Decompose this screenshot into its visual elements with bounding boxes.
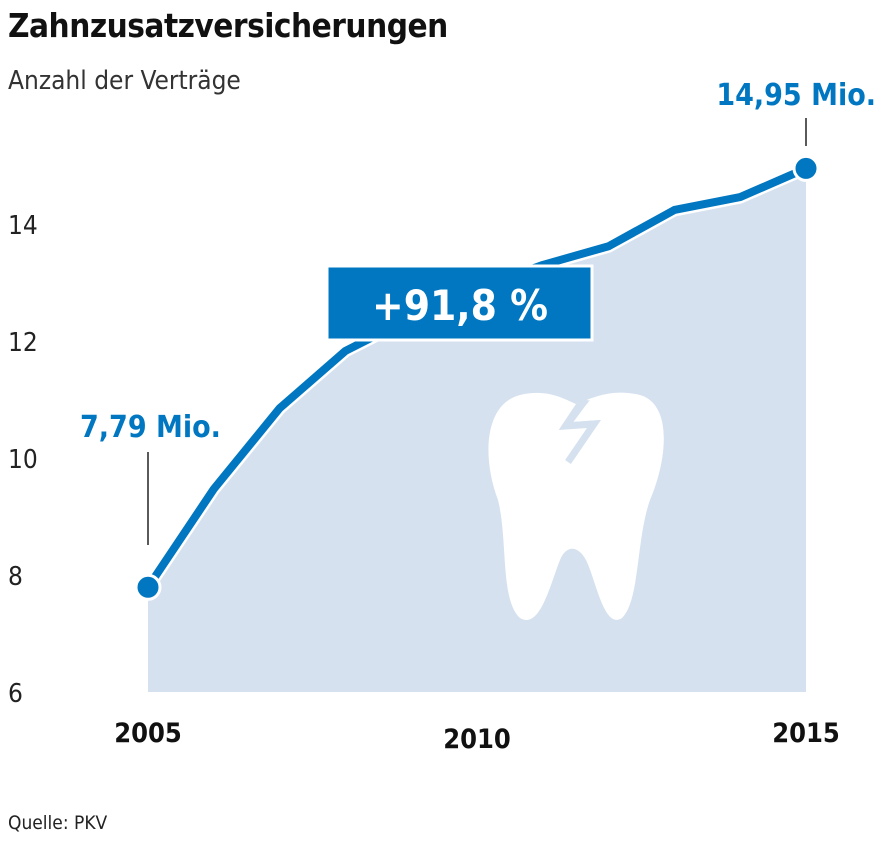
y-tick-label: 12 <box>8 328 38 358</box>
broken-tooth-icon <box>488 392 664 620</box>
y-tick-label: 6 <box>8 679 23 709</box>
change-box <box>325 264 594 342</box>
tooth-crack <box>558 396 601 464</box>
x-tick-label: 2010 <box>443 724 511 755</box>
change-label: +91,8 % <box>372 281 548 330</box>
start-point <box>134 573 162 601</box>
source-note: Quelle: PKV <box>8 812 108 834</box>
area-fill <box>148 168 806 693</box>
end-point <box>792 154 820 182</box>
y-tick-label: 10 <box>8 445 38 475</box>
y-tick-label: 14 <box>8 211 38 241</box>
start-value-label: 7,79 Mio. <box>80 410 221 445</box>
y-tick-label: 8 <box>8 562 23 592</box>
chart-subtitle: Anzahl der Verträge <box>8 66 241 96</box>
end-value-label: 14,95 Mio. <box>716 78 876 113</box>
x-tick-label: 2015 <box>772 718 840 749</box>
x-tick-label: 2005 <box>114 718 182 749</box>
chart-title: Zahnzusatzversicherungen <box>8 6 448 45</box>
